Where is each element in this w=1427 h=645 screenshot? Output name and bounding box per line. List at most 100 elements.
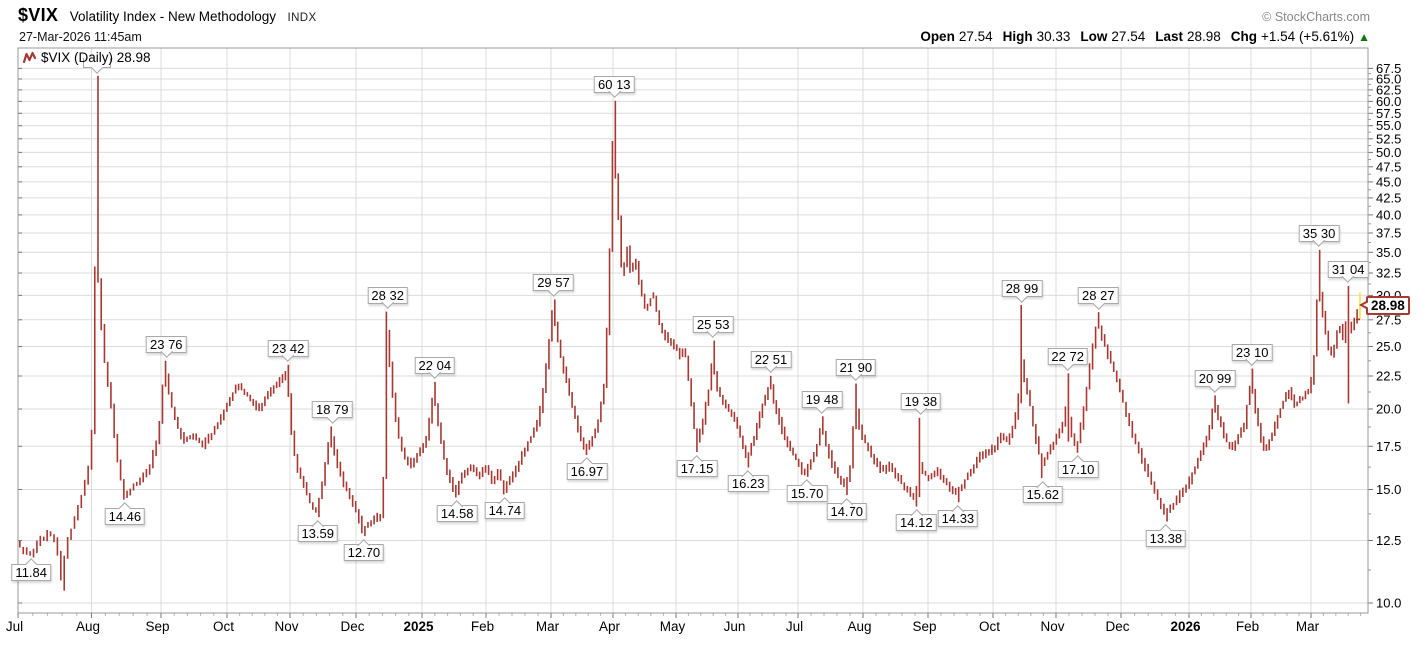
price-callout: 31.04 xyxy=(1327,260,1369,284)
price-callout: 16.97 xyxy=(566,457,608,480)
svg-text:37.5: 37.5 xyxy=(1376,226,1401,241)
quote-value-last: 28.98 xyxy=(1186,29,1221,44)
svg-text:Feb: Feb xyxy=(471,619,494,634)
series-legend-label: $VIX (Daily) 28.98 xyxy=(41,50,151,65)
svg-text:32.5: 32.5 xyxy=(1376,266,1401,281)
svg-text:2025: 2025 xyxy=(403,619,434,634)
svg-text:Mar: Mar xyxy=(536,619,560,634)
clipped-price-callout xyxy=(83,58,112,74)
instrument-name: Volatility Index - New Methodology xyxy=(69,9,277,24)
symbol-label: $VIX xyxy=(18,5,59,25)
svg-text:62.5: 62.5 xyxy=(1376,82,1401,97)
price-callout: 28.99 xyxy=(1001,280,1043,303)
svg-text:65.0: 65.0 xyxy=(1376,72,1401,87)
price-callout: 12.70 xyxy=(343,538,385,562)
change-direction-up-icon: ▲ xyxy=(1358,30,1370,44)
price-callout: 13.38 xyxy=(1145,524,1187,547)
exchange-label: INDX xyxy=(287,12,317,24)
price-callout: 15.70 xyxy=(786,479,828,502)
price-callout: 22.72 xyxy=(1047,348,1088,371)
svg-text:50.0: 50.0 xyxy=(1376,145,1401,160)
last-price-axis-flag: 28.98 xyxy=(1359,295,1410,315)
svg-text:47.5: 47.5 xyxy=(1376,159,1401,174)
price-callout: 23.10 xyxy=(1231,343,1273,366)
svg-text:17.5: 17.5 xyxy=(1376,439,1401,454)
quote-value-chg: +1.54 (+5.61%) xyxy=(1261,29,1355,44)
price-callout: 28.32 xyxy=(367,286,408,309)
svg-text:52.5: 52.5 xyxy=(1376,131,1401,146)
svg-text:May: May xyxy=(660,619,686,634)
price-callout: 29.57 xyxy=(533,274,574,297)
price-callout: 11.84 xyxy=(11,558,52,581)
price-callout: 23.76 xyxy=(145,335,187,359)
price-callout: 20.99 xyxy=(1194,370,1236,393)
price-callout: 14.58 xyxy=(436,500,478,523)
price-callout: 23.42 xyxy=(267,339,309,363)
svg-text:Jul: Jul xyxy=(6,619,23,634)
price-callout: 19.48 xyxy=(801,391,843,414)
svg-text:42.5: 42.5 xyxy=(1376,190,1401,205)
price-callout: 16.23 xyxy=(727,470,769,493)
svg-text:27.5: 27.5 xyxy=(1376,312,1401,327)
svg-text:Dec: Dec xyxy=(340,619,364,634)
quote-value-high: 30.33 xyxy=(1036,29,1071,44)
svg-text:Nov: Nov xyxy=(1040,619,1064,634)
quote-label-open: Open xyxy=(920,29,955,44)
price-callout: 14.46 xyxy=(104,502,146,525)
svg-text:35.0: 35.0 xyxy=(1376,245,1401,260)
price-callout: 60.13 xyxy=(593,75,635,99)
price-callout: 28.27 xyxy=(1077,287,1119,310)
svg-text:Aug: Aug xyxy=(76,619,100,634)
price-callout: 15.62 xyxy=(1022,480,1064,504)
quote-label-high: High xyxy=(1002,29,1033,44)
svg-text:Sep: Sep xyxy=(145,619,169,634)
svg-text:2026: 2026 xyxy=(1170,619,1201,634)
quote-value-open: 27.54 xyxy=(958,29,993,44)
svg-text:Oct: Oct xyxy=(979,619,1000,634)
price-callout: 21.90 xyxy=(835,358,877,381)
svg-text:Sep: Sep xyxy=(912,619,936,634)
svg-text:22.5: 22.5 xyxy=(1376,369,1401,384)
svg-text:57.5: 57.5 xyxy=(1376,106,1401,121)
svg-text:60.0: 60.0 xyxy=(1376,94,1401,109)
svg-text:Feb: Feb xyxy=(1236,619,1259,634)
svg-text:Oct: Oct xyxy=(213,619,234,634)
chart-title: $VIX Volatility Index - New Methodology … xyxy=(18,5,317,26)
price-callout: 22.04 xyxy=(414,356,456,380)
svg-text:Mar: Mar xyxy=(1296,619,1320,634)
svg-text:40.0: 40.0 xyxy=(1376,207,1401,222)
svg-text:20.0: 20.0 xyxy=(1376,402,1401,417)
svg-text:Jun: Jun xyxy=(724,619,746,634)
quote-label-last: Last xyxy=(1155,29,1183,44)
svg-text:45.0: 45.0 xyxy=(1376,174,1401,189)
price-callout: 14.74 xyxy=(484,497,526,520)
svg-text:12.5: 12.5 xyxy=(1376,533,1401,548)
svg-text:Dec: Dec xyxy=(1105,619,1129,634)
price-callout: 14.12 xyxy=(896,509,937,532)
stockcharts-watermark: © StockCharts.com xyxy=(1262,10,1370,24)
price-callout: 14.33 xyxy=(937,504,979,528)
quote-value-low: 27.54 xyxy=(1111,29,1146,44)
svg-text:Apr: Apr xyxy=(599,619,621,634)
price-callout: 22.51 xyxy=(750,350,792,374)
svg-text:Nov: Nov xyxy=(274,619,298,634)
svg-text:10.0: 10.0 xyxy=(1376,596,1401,611)
price-callout: 19.38 xyxy=(900,392,942,416)
series-style-icon xyxy=(22,51,37,64)
quote-label-low: Low xyxy=(1080,29,1108,44)
svg-text:15.0: 15.0 xyxy=(1376,482,1401,497)
svg-text:25.0: 25.0 xyxy=(1376,339,1401,354)
price-callout: 13.59 xyxy=(297,519,338,543)
price-callout: 25.53 xyxy=(692,315,734,338)
price-callout: 14.70 xyxy=(826,497,868,521)
price-callout: 17.15 xyxy=(676,454,718,477)
price-callout: 18.79 xyxy=(311,401,353,424)
svg-text:67.5: 67.5 xyxy=(1376,61,1401,76)
price-callout: 17.10 xyxy=(1057,455,1099,478)
svg-text:Jul: Jul xyxy=(786,619,803,634)
svg-text:Aug: Aug xyxy=(847,619,871,634)
quote-label-chg: Chg xyxy=(1230,29,1258,44)
chart-datetime: 27-Mar-2026 11:45am xyxy=(19,30,142,44)
